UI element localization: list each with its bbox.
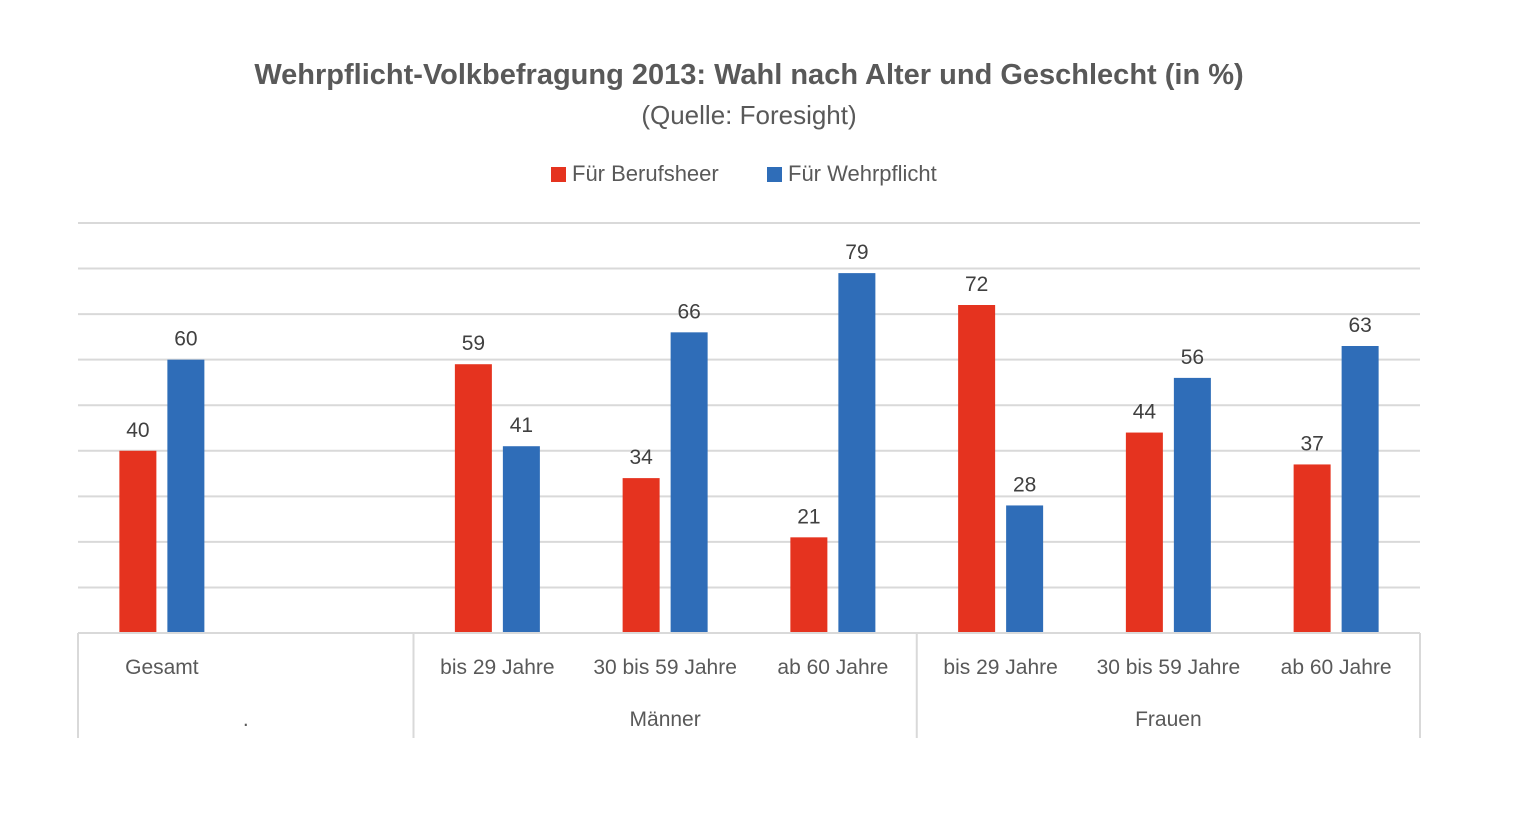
category-label: ab 60 Jahre — [1281, 656, 1392, 679]
bar-wehrpflicht — [1173, 377, 1211, 633]
legend-swatch — [767, 167, 782, 182]
category-label: ab 60 Jahre — [777, 656, 888, 679]
legend: Für Berufsheer Für Wehrpflicht — [551, 161, 937, 186]
bar-berufsheer — [119, 450, 157, 633]
data-label: 60 — [174, 328, 197, 351]
bar-berufsheer — [454, 364, 492, 633]
group-label: Männer — [630, 708, 701, 731]
bar-berufsheer — [1125, 432, 1163, 633]
bar-wehrpflicht — [1341, 346, 1379, 633]
data-label: 66 — [677, 300, 700, 323]
group-label: Frauen — [1135, 708, 1202, 731]
bar-berufsheer — [1293, 464, 1331, 633]
chart-title: Wehrpflicht-Volkbefragung 2013: Wahl nac… — [254, 59, 1243, 91]
category-axis: Gesamt. bis 29 Jahre 30 bis 59 Jahre ab 60 … — [77, 632, 1421, 738]
data-label: 63 — [1348, 314, 1371, 337]
bar-berufsheer — [622, 478, 660, 633]
legend-label: Für Berufsheer — [572, 161, 719, 186]
legend-swatch — [551, 167, 566, 182]
data-label: 21 — [797, 505, 820, 528]
data-label: 28 — [1013, 473, 1036, 496]
data-label: 41 — [510, 414, 533, 437]
data-label: 40 — [126, 419, 149, 442]
data-label: 59 — [462, 332, 485, 355]
category-label: bis 29 Jahre — [440, 656, 554, 679]
category-label: 30 bis 59 Jahre — [1097, 656, 1241, 679]
data-labels: 40 60 59 41 34 66 21 79 72 28 44 56 37 63 — [126, 241, 1372, 528]
data-label: 37 — [1300, 432, 1323, 455]
bar-berufsheer — [790, 537, 828, 633]
chart-subtitle: (Quelle: Foresight) — [641, 100, 856, 130]
bars — [119, 273, 1379, 633]
gridlines — [78, 222, 1420, 589]
bar-wehrpflicht — [167, 359, 205, 633]
data-label: 72 — [965, 273, 988, 296]
category-label: Gesamt — [125, 656, 199, 679]
bar-berufsheer — [958, 305, 996, 633]
bar-wehrpflicht — [838, 273, 876, 633]
bar-wehrpflicht — [1006, 505, 1044, 633]
category-label: 30 bis 59 Jahre — [593, 656, 737, 679]
bar-wehrpflicht — [670, 332, 708, 633]
bar-wehrpflicht — [502, 446, 540, 633]
legend-label: Für Wehrpflicht — [788, 161, 937, 186]
data-label: 56 — [1181, 346, 1204, 369]
data-label: 34 — [629, 446, 653, 469]
data-label: 44 — [1133, 401, 1157, 424]
data-label: 79 — [845, 241, 868, 264]
category-label: bis 29 Jahre — [943, 656, 1057, 679]
group-label: . — [243, 708, 249, 731]
